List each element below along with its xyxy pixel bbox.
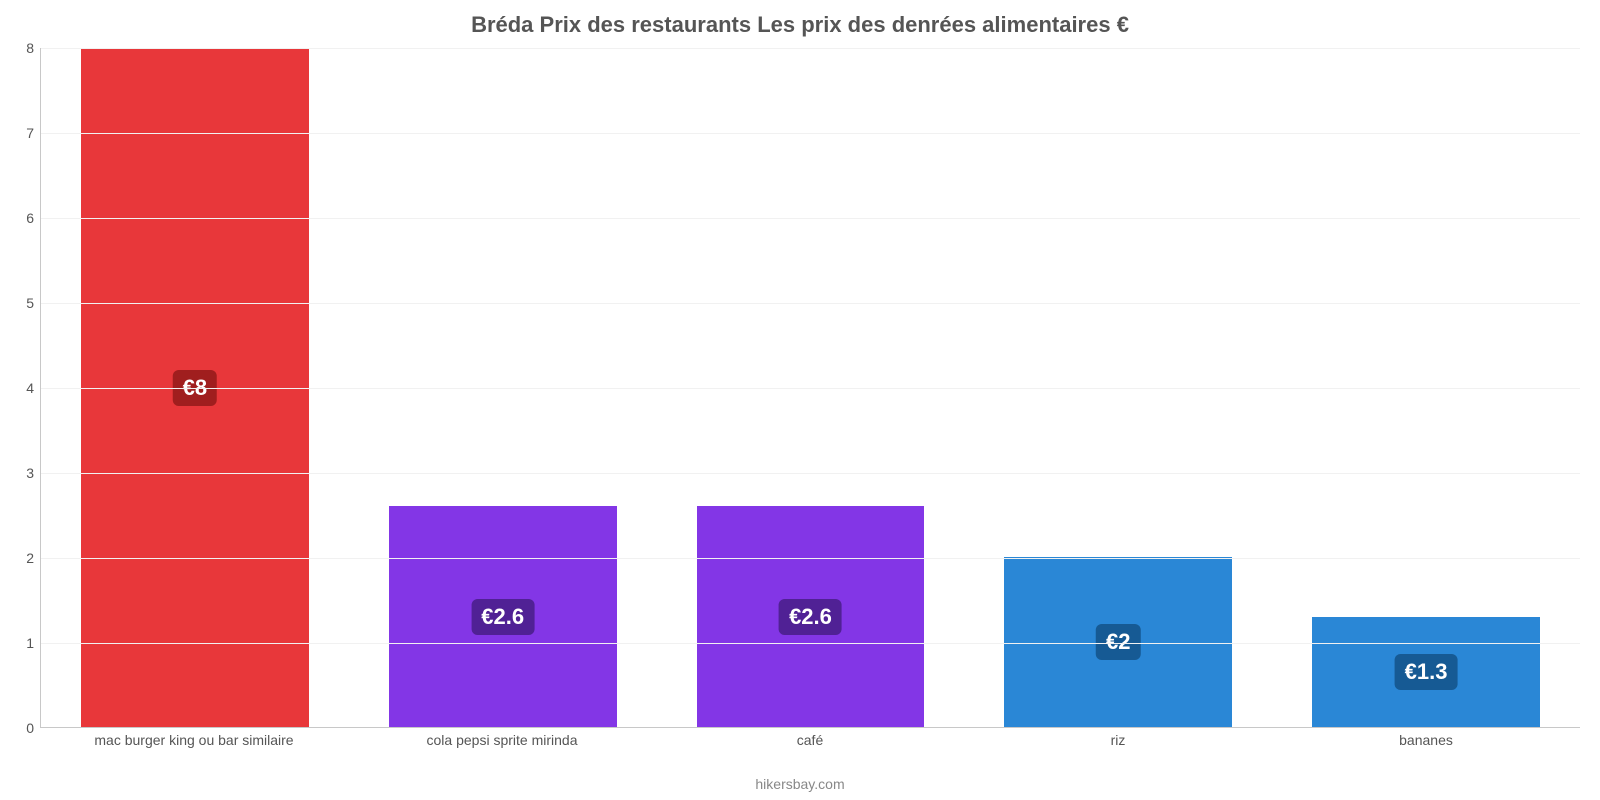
x-axis-label: riz [964, 732, 1272, 748]
value-badge: €2.6 [779, 599, 842, 635]
x-axis-label: bananes [1272, 732, 1580, 748]
y-tick-label: 0 [4, 720, 34, 736]
price-bar-chart: Bréda Prix des restaurants Les prix des … [0, 0, 1600, 800]
gridline [41, 133, 1580, 134]
chart-title: Bréda Prix des restaurants Les prix des … [0, 12, 1600, 38]
value-badge: €2.6 [471, 599, 534, 635]
bar: €2.6 [389, 506, 617, 727]
gridline [41, 473, 1580, 474]
bar: €2.6 [697, 506, 925, 727]
value-badge: €1.3 [1395, 654, 1458, 690]
gridline [41, 558, 1580, 559]
y-tick-label: 6 [4, 210, 34, 226]
x-axis-label: mac burger king ou bar similaire [40, 732, 348, 748]
gridline [41, 218, 1580, 219]
bar: €1.3 [1312, 617, 1540, 727]
x-axis-label: café [656, 732, 964, 748]
y-tick-label: 5 [4, 295, 34, 311]
y-tick-label: 4 [4, 380, 34, 396]
gridline [41, 303, 1580, 304]
y-tick-label: 8 [4, 40, 34, 56]
y-tick-label: 3 [4, 465, 34, 481]
gridline [41, 48, 1580, 49]
plot-area: €8€2.6€2.6€2€1.3 [40, 48, 1580, 728]
y-tick-label: 7 [4, 125, 34, 141]
gridline [41, 388, 1580, 389]
y-tick-label: 1 [4, 635, 34, 651]
x-axis-label: cola pepsi sprite mirinda [348, 732, 656, 748]
gridline [41, 643, 1580, 644]
y-tick-label: 2 [4, 550, 34, 566]
chart-credit: hikersbay.com [0, 776, 1600, 792]
x-axis-labels: mac burger king ou bar similairecola pep… [40, 732, 1580, 748]
